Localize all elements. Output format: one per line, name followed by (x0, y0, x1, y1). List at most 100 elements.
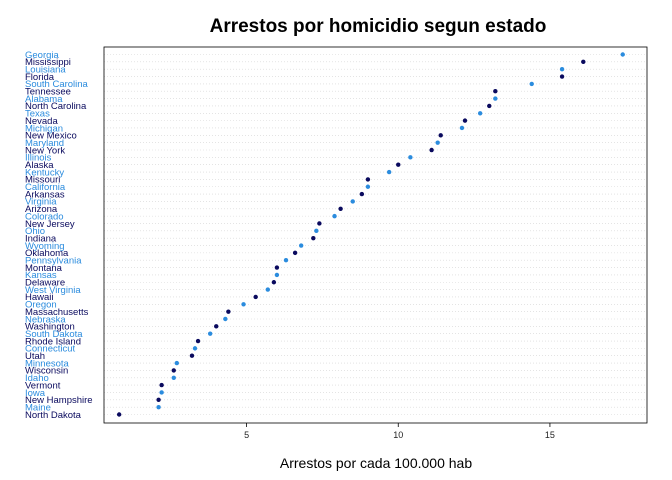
state-label: Iowa (25, 388, 46, 399)
data-point (438, 133, 443, 138)
data-point (559, 74, 565, 79)
state-label: Alaska (25, 160, 54, 171)
state-label: New Jersey (25, 219, 75, 230)
state-label: New York (25, 145, 65, 156)
state-label: Kansas (25, 270, 57, 281)
state-label: Idaho (25, 373, 49, 384)
state-label: Delaware (25, 278, 65, 289)
state-label: Kentucky (25, 167, 64, 178)
state-label: North Dakota (25, 410, 82, 421)
x-tick-label: 5 (244, 430, 249, 440)
state-label: Mississippi (25, 57, 71, 68)
state-label: Nebraska (25, 314, 66, 325)
state-label: Arkansas (25, 189, 65, 200)
data-point (435, 140, 440, 145)
data-point (159, 382, 164, 388)
data-point (283, 258, 289, 263)
data-point (317, 221, 322, 226)
state-label: Vermont (25, 380, 61, 391)
state-label: Colorado (25, 211, 64, 222)
data-point (241, 302, 246, 307)
data-point (195, 338, 201, 344)
state-label: Indiana (25, 233, 57, 244)
data-point (581, 59, 586, 65)
state-label: Arizona (25, 204, 58, 215)
chart-title: Arrestos por homicidio segun estado (210, 16, 547, 37)
state-label: Missouri (25, 175, 60, 186)
data-point (559, 66, 565, 72)
state-label: Washington (25, 322, 75, 333)
data-point (529, 81, 534, 87)
state-labels: GeorgiaMississippiLouisianaFloridaSouth … (25, 50, 93, 421)
data-point (462, 118, 468, 123)
data-point (620, 52, 625, 57)
data-point (298, 243, 304, 248)
state-label: Texas (25, 109, 50, 120)
data-point (493, 89, 498, 94)
state-label: Louisiana (25, 64, 66, 75)
state-label: Massachusetts (25, 307, 89, 318)
plot-frame (103, 46, 648, 424)
data-point (396, 162, 401, 167)
data-point (311, 235, 316, 241)
state-label: Oklahoma (25, 248, 69, 259)
data-point (408, 155, 413, 160)
state-label: Wyoming (25, 241, 65, 252)
data-points (116, 52, 625, 417)
x-axis: 5 10 15 (244, 423, 555, 440)
state-label: Minnesota (25, 358, 70, 369)
grid-lines (104, 54, 647, 415)
data-point (253, 294, 258, 300)
data-point (429, 147, 434, 153)
state-label: Oregon (25, 300, 57, 311)
data-point (171, 368, 176, 373)
state-label: Utah (25, 351, 45, 362)
state-label: Montana (25, 263, 63, 274)
data-point (332, 213, 337, 219)
state-label: South Dakota (25, 329, 83, 340)
state-label: New Mexico (25, 131, 77, 142)
state-label: Virginia (25, 197, 57, 208)
data-point (171, 375, 176, 380)
data-point (159, 390, 164, 395)
data-point (156, 404, 161, 410)
state-label: Hawaii (25, 292, 54, 303)
state-label: Florida (25, 72, 55, 83)
data-point (292, 250, 298, 256)
state-label: Nevada (25, 116, 58, 127)
data-point (365, 177, 371, 182)
state-label: Tennessee (25, 87, 71, 98)
data-point (274, 265, 280, 270)
data-point (477, 111, 483, 116)
data-point (487, 103, 492, 109)
state-label: Pennsylvania (25, 256, 82, 267)
data-point (223, 316, 228, 322)
state-label: Rhode Island (25, 336, 81, 347)
x-tick-label: 10 (393, 430, 403, 440)
data-point (265, 287, 271, 292)
x-tick-label: 15 (545, 430, 555, 440)
data-point (214, 324, 219, 329)
state-label: Ohio (25, 226, 45, 237)
data-point (365, 184, 371, 189)
data-point (350, 199, 355, 204)
state-label: New Hampshire (25, 395, 93, 406)
data-point (174, 360, 180, 366)
state-label: Alabama (25, 94, 63, 105)
state-label: South Carolina (25, 79, 89, 90)
state-label: Wisconsin (25, 366, 68, 377)
data-point (189, 353, 195, 358)
state-label: North Carolina (25, 101, 87, 112)
data-point (207, 331, 213, 336)
data-point (459, 125, 465, 131)
data-point (386, 169, 392, 175)
data-point (274, 272, 280, 278)
data-point (338, 206, 343, 211)
state-label: Illinois (25, 153, 52, 164)
state-label: California (25, 182, 66, 193)
data-point (226, 309, 231, 314)
state-label: Georgia (25, 50, 60, 61)
data-point (116, 412, 122, 417)
data-point (314, 228, 319, 234)
